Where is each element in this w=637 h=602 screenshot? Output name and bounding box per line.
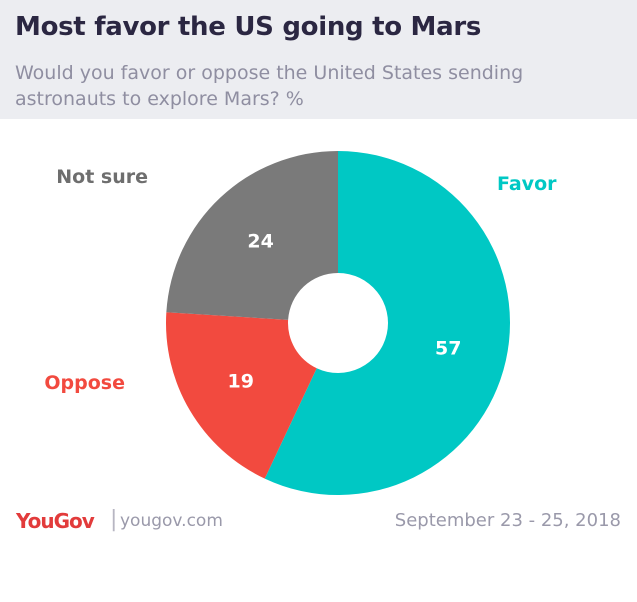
chart-title: Most favor the US going to Mars: [15, 12, 482, 42]
footer-site-link[interactable]: yougov.com: [120, 511, 223, 531]
survey-date: September 23 - 25, 2018: [394, 510, 621, 531]
category-label-favor: Favor: [497, 173, 557, 195]
category-label-oppose: Oppose: [44, 372, 125, 394]
slice-favor: [264, 151, 510, 495]
yougov-logo: YouGov: [16, 509, 95, 533]
value-label-oppose: 19: [228, 371, 254, 393]
slice-oppose: [166, 312, 317, 479]
slice-not-sure: [166, 151, 338, 320]
category-label-not-sure: Not sure: [56, 166, 148, 188]
footer-separator: |: [110, 507, 118, 532]
value-label-not-sure: 24: [247, 231, 273, 253]
chart-subtitle: Would you favor or oppose the United Sta…: [15, 62, 524, 110]
donut-chart: 57 Favor 19 Oppose 24 Not sure: [44, 151, 557, 495]
header: Most favor the US going to Mars Would yo…: [0, 0, 637, 119]
value-label-favor: 57: [435, 338, 461, 360]
